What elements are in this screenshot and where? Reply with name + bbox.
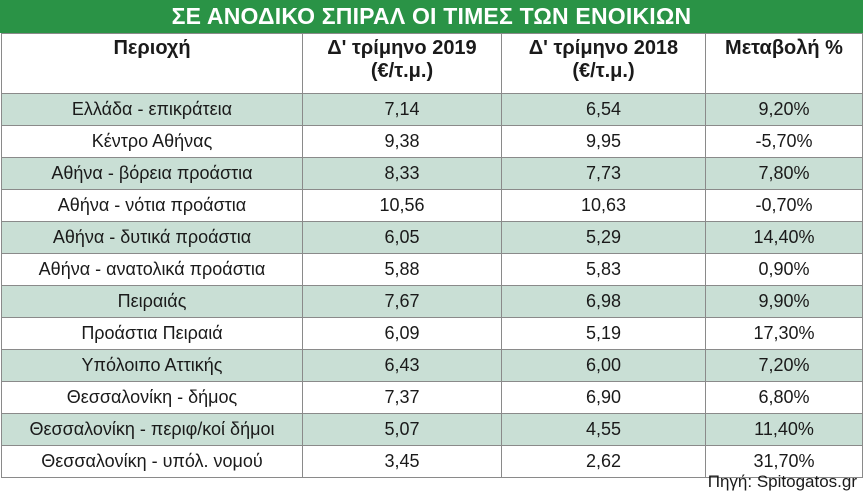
cell-region: Αθήνα - βόρεια προάστια <box>1 157 303 190</box>
cell-region: Αθήνα - ανατολικά προάστια <box>1 253 303 286</box>
table-row: Θεσσαλονίκη - περιφ/κοί δήμοι 5,07 4,55 11,… <box>1 413 863 446</box>
cell-change: 31,70% <box>705 445 863 478</box>
table-row: Υπόλοιπο Αττικής 6,43 6,00 7,20% <box>1 349 863 382</box>
cell-q4-2019: 7,67 <box>302 285 502 318</box>
cell-region: Θεσσαλονίκη - δήμος <box>1 381 303 414</box>
header-change: Μεταβολή % <box>705 33 863 94</box>
cell-change: 7,80% <box>705 157 863 190</box>
cell-region: Ελλάδα - επικράτεια <box>1 93 303 126</box>
cell-region: Αθήνα - νότια προάστια <box>1 189 303 222</box>
cell-q4-2019: 6,05 <box>302 221 502 254</box>
cell-change: -5,70% <box>705 125 863 158</box>
table-row: Αθήνα - βόρεια προάστια 8,33 7,73 7,80% <box>1 157 863 190</box>
table-row: Αθήνα - δυτικά προάστια 6,05 5,29 14,40% <box>1 221 863 254</box>
cell-region: Κέντρο Αθήνας <box>1 125 303 158</box>
header-q4-2018-label: Δ' τρίμηνο 2018 <box>528 37 679 59</box>
cell-q4-2018: 6,98 <box>501 285 706 318</box>
cell-region: Προάστια Πειραιά <box>1 317 303 350</box>
cell-region: Θεσσαλονίκη - υπόλ. νομού <box>1 445 303 478</box>
table-header: Περιοχή Δ' τρίμηνο 2019 (€/τ.μ.) Δ' τρίμ… <box>1 33 863 94</box>
cell-q4-2019: 7,37 <box>302 381 502 414</box>
cell-q4-2018: 6,00 <box>501 349 706 382</box>
table-row: Κέντρο Αθήνας 9,38 9,95 -5,70% <box>1 125 863 158</box>
cell-change: 9,90% <box>705 285 863 318</box>
table-row: Πειραιάς 7,67 6,98 9,90% <box>1 285 863 318</box>
header-change-label: Μεταβολή % <box>725 37 843 59</box>
table-row: Θεσσαλονίκη - δήμος 7,37 6,90 6,80% <box>1 381 863 414</box>
cell-change: 11,40% <box>705 413 863 446</box>
cell-change: 6,80% <box>705 381 863 414</box>
header-q4-2019-unit: (€/τ.μ.) <box>370 60 434 82</box>
rent-prices-table: Περιοχή Δ' τρίμηνο 2019 (€/τ.μ.) Δ' τρίμ… <box>1 33 863 478</box>
cell-region: Πειραιάς <box>1 285 303 318</box>
cell-change: 0,90% <box>705 253 863 286</box>
infographic-title: ΣΕ ΑΝΟΔΙΚΟ ΣΠΙΡΑΛ ΟΙ ΤΙΜΕΣ ΤΩΝ ΕΝΟΙΚΙΩΝ <box>0 0 863 33</box>
table-row: Προάστια Πειραιά 6,09 5,19 17,30% <box>1 317 863 350</box>
cell-change: 7,20% <box>705 349 863 382</box>
cell-q4-2018: 6,54 <box>501 93 706 126</box>
cell-q4-2019: 6,09 <box>302 317 502 350</box>
cell-q4-2018: 2,62 <box>501 445 706 478</box>
cell-q4-2018: 5,29 <box>501 221 706 254</box>
table-row: Θεσσαλονίκη - υπόλ. νομού 3,45 2,62 31,70% <box>1 445 863 478</box>
cell-q4-2019: 5,07 <box>302 413 502 446</box>
cell-region: Υπόλοιπο Αττικής <box>1 349 303 382</box>
cell-q4-2018: 5,83 <box>501 253 706 286</box>
cell-q4-2018: 7,73 <box>501 157 706 190</box>
header-region-label: Περιοχή <box>113 37 191 59</box>
header-q4-2019-label: Δ' τρίμηνο 2019 <box>327 37 477 59</box>
header-q4-2018-unit: (€/τ.μ.) <box>572 60 635 82</box>
header-q4-2018: Δ' τρίμηνο 2018 (€/τ.μ.) <box>501 33 706 94</box>
cell-q4-2019: 3,45 <box>302 445 502 478</box>
cell-q4-2018: 5,19 <box>501 317 706 350</box>
cell-q4-2019: 10,56 <box>302 189 502 222</box>
cell-change: 14,40% <box>705 221 863 254</box>
cell-q4-2018: 9,95 <box>501 125 706 158</box>
header-q4-2019: Δ' τρίμηνο 2019 (€/τ.μ.) <box>302 33 502 94</box>
cell-change: -0,70% <box>705 189 863 222</box>
cell-q4-2019: 5,88 <box>302 253 502 286</box>
header-row: Περιοχή Δ' τρίμηνο 2019 (€/τ.μ.) Δ' τρίμ… <box>1 33 863 94</box>
table-row: Αθήνα - ανατολικά προάστια 5,88 5,83 0,90% <box>1 253 863 286</box>
table-body: Ελλάδα - επικράτεια 7,14 6,54 9,20% Κέντρο Α… <box>1 93 863 478</box>
table-row: Αθήνα - νότια προάστια 10,56 10,63 -0,70% <box>1 189 863 222</box>
cell-q4-2018: 6,90 <box>501 381 706 414</box>
cell-change: 17,30% <box>705 317 863 350</box>
cell-change: 9,20% <box>705 93 863 126</box>
cell-q4-2019: 7,14 <box>302 93 502 126</box>
cell-region: Θεσσαλονίκη - περιφ/κοί δήμοι <box>1 413 303 446</box>
cell-region: Αθήνα - δυτικά προάστια <box>1 221 303 254</box>
source-credit: Πηγή: Spitogatos.gr <box>707 472 857 491</box>
cell-q4-2019: 9,38 <box>302 125 502 158</box>
cell-q4-2019: 8,33 <box>302 157 502 190</box>
header-region: Περιοχή <box>1 33 303 94</box>
cell-q4-2018: 10,63 <box>501 189 706 222</box>
cell-q4-2018: 4,55 <box>501 413 706 446</box>
table-row: Ελλάδα - επικράτεια 7,14 6,54 9,20% <box>1 93 863 126</box>
cell-q4-2019: 6,43 <box>302 349 502 382</box>
